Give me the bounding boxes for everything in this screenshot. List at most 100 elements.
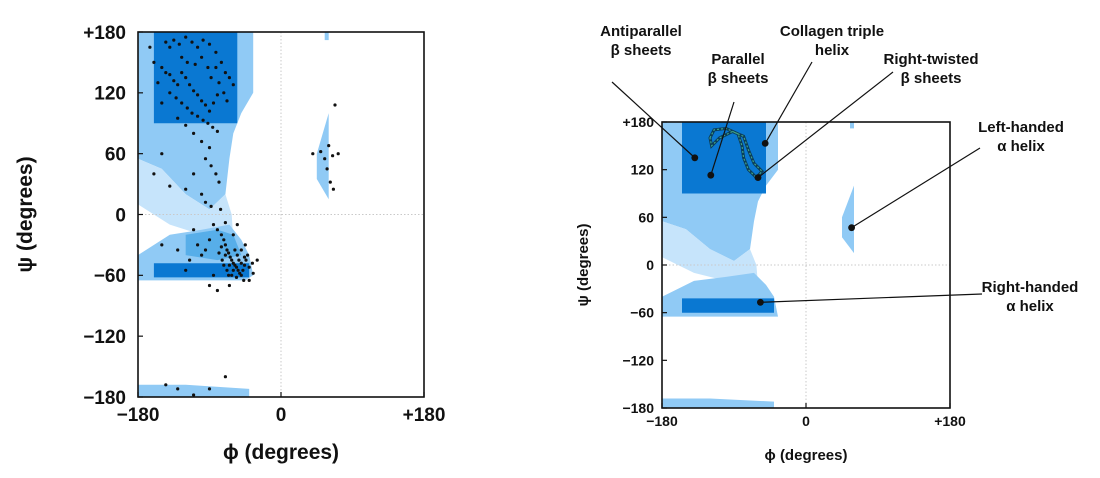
data-point	[184, 76, 188, 80]
data-point	[333, 103, 337, 107]
data-point	[219, 207, 223, 211]
leader-line	[611, 81, 696, 159]
point-left-handed-alpha	[848, 224, 855, 232]
data-point	[211, 125, 215, 129]
top-small-region	[324, 32, 329, 41]
data-point	[214, 172, 218, 176]
data-point	[236, 268, 240, 272]
y-tick-label: 120	[631, 162, 655, 178]
data-point	[223, 253, 227, 257]
data-point	[152, 172, 156, 176]
data-point	[242, 255, 247, 259]
y-tick-label: 120	[94, 84, 126, 105]
data-point	[176, 83, 180, 87]
data-point	[220, 258, 224, 262]
data-point	[184, 268, 188, 272]
bottom-strip	[138, 384, 250, 397]
data-point	[196, 243, 200, 247]
data-point	[211, 101, 216, 105]
annotation-text: β sheets	[708, 70, 769, 87]
data-point	[184, 187, 188, 191]
data-point	[192, 172, 196, 176]
data-point	[222, 263, 226, 267]
data-point	[215, 228, 219, 232]
data-point	[190, 111, 194, 115]
data-points	[148, 35, 340, 397]
data-point	[227, 251, 231, 255]
data-point	[227, 283, 231, 288]
data-point	[207, 109, 212, 113]
data-point	[180, 101, 184, 105]
data-point	[235, 223, 239, 227]
data-point	[323, 157, 327, 161]
annotation-text: helix	[815, 42, 850, 59]
data-point	[152, 60, 156, 64]
data-point	[251, 271, 255, 275]
data-point	[209, 164, 213, 168]
data-point	[231, 233, 235, 237]
data-point	[227, 76, 231, 80]
bridge-region	[138, 158, 234, 240]
data-point	[148, 45, 152, 49]
data-point	[200, 139, 204, 144]
data-point	[180, 55, 184, 59]
data-point	[231, 83, 235, 87]
data-point	[176, 387, 180, 391]
data-point	[164, 383, 168, 387]
data-point	[196, 93, 200, 97]
data-point	[227, 263, 231, 267]
data-point	[246, 253, 250, 257]
data-point	[223, 375, 227, 379]
data-point	[172, 38, 176, 42]
annotation-text: α helix	[1006, 298, 1054, 315]
annotation-text: Right-handed	[982, 279, 1079, 296]
annotation-antiparallel: Antiparallel β sheets	[600, 23, 696, 159]
data-point	[172, 79, 176, 83]
alpha-region-core	[682, 298, 774, 313]
data-point	[200, 253, 204, 257]
data-point	[225, 268, 229, 272]
y-tick-label: −60	[630, 305, 654, 321]
data-point	[196, 45, 200, 49]
data-point	[331, 187, 335, 191]
data-point	[336, 152, 340, 156]
annotation-text: β sheets	[901, 70, 962, 87]
top-small-region	[850, 122, 854, 129]
beta-region-core	[153, 32, 238, 124]
data-point	[244, 258, 248, 262]
data-point	[160, 101, 164, 105]
data-point	[177, 42, 181, 46]
data-point	[185, 60, 189, 64]
data-point	[255, 258, 259, 262]
annotation-text: Parallel	[711, 51, 764, 68]
data-point	[215, 288, 219, 293]
data-point	[192, 89, 196, 93]
data-point	[192, 393, 196, 397]
data-point	[225, 248, 229, 252]
bridge-region	[662, 221, 758, 285]
data-point	[188, 83, 192, 87]
y-tick-label: +180	[622, 114, 654, 130]
annotation-left-handed-alpha: Left-handed α helix	[851, 119, 1064, 229]
leader-line	[757, 71, 894, 179]
data-point	[176, 116, 180, 120]
data-point	[219, 233, 223, 237]
data-point	[247, 265, 251, 269]
data-point	[201, 118, 205, 122]
data-point	[214, 50, 218, 54]
data-point	[207, 42, 212, 46]
data-point	[241, 268, 245, 272]
data-point	[168, 73, 172, 77]
y-tick-label: −60	[94, 266, 126, 287]
annotation-right-handed-alpha: Right-handed α helix	[760, 279, 1078, 315]
data-point	[223, 221, 227, 225]
data-point	[176, 248, 180, 252]
data-point	[206, 65, 210, 70]
data-point	[206, 121, 210, 125]
y-axis-label: ψ (degrees)	[575, 224, 592, 307]
data-point	[219, 245, 223, 249]
data-point	[233, 248, 237, 252]
data-point	[242, 263, 247, 267]
data-point	[168, 91, 172, 95]
data-point	[223, 71, 227, 75]
